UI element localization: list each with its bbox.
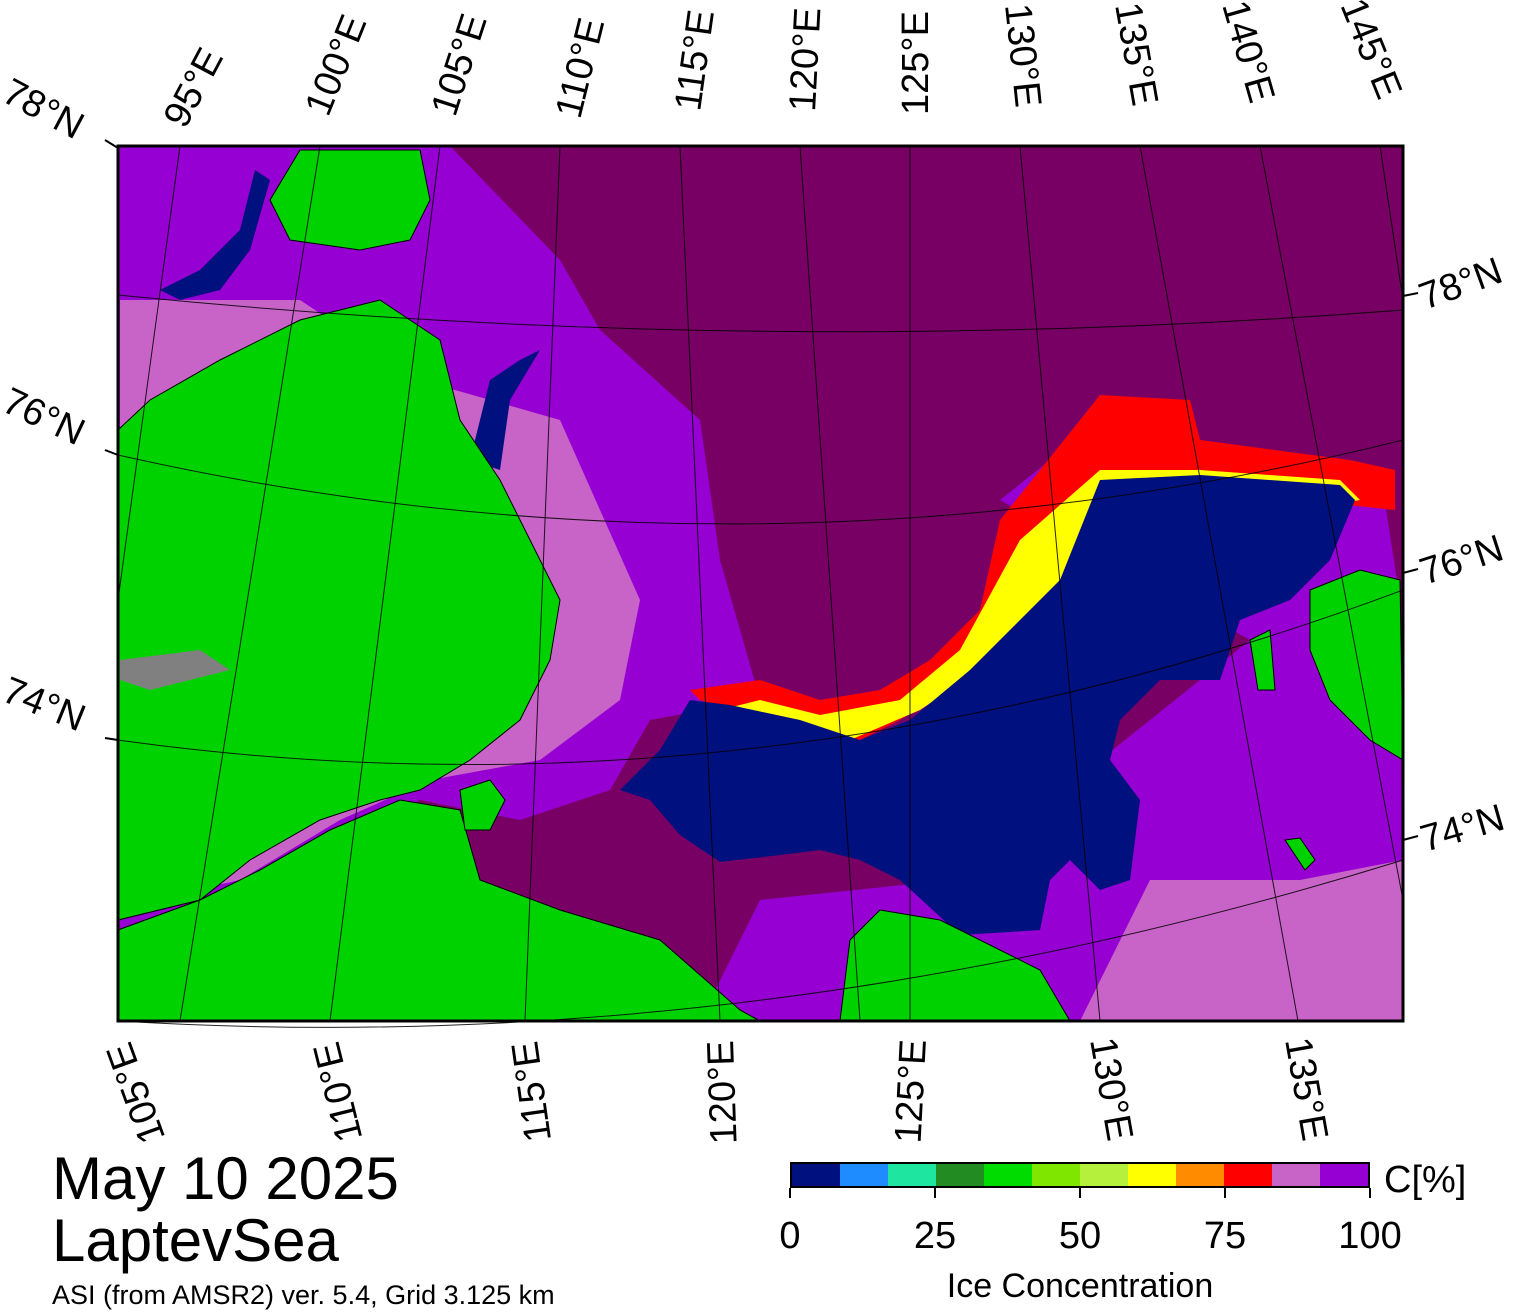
colorbar	[790, 1162, 1370, 1188]
colorbar-unit: C[%]	[1384, 1159, 1467, 1201]
bottom-longitude-labels: 105°E 110°E 115°E 120°E 125°E 130°E 135°…	[99, 1034, 1336, 1149]
open-water-strait	[470, 350, 540, 470]
bottom-lon-label: 105°E	[99, 1037, 174, 1149]
top-lon-label: 130°E	[996, 2, 1049, 110]
date-title: May 10 2025	[52, 1145, 399, 1212]
right-lat-label: 74°N	[1416, 797, 1509, 861]
colorbar-tick-label: 50	[1058, 1215, 1102, 1257]
colorbar-segment	[888, 1164, 936, 1186]
land-island-begichev	[459, 779, 506, 831]
bottom-lon-label: 110°E	[306, 1038, 371, 1146]
land-taymyr	[117, 299, 561, 921]
top-longitude-labels: 95°E 100°E 105°E 110°E 115°E 120°E 125°E…	[156, 0, 1410, 134]
left-lat-label: 78°N	[0, 71, 90, 148]
right-latitude-labels: 78°N 76°N 74°N	[1414, 250, 1509, 861]
land-severnaya-zemlya	[269, 149, 431, 251]
colorbar-segment	[984, 1164, 1032, 1186]
open-water-polynya	[620, 475, 1355, 935]
top-lon-label: 135°E	[1106, 0, 1165, 109]
colorbar-segment	[1224, 1164, 1272, 1186]
top-lon-label: 120°E	[782, 6, 829, 112]
marginal-ice-east2	[1080, 860, 1403, 1021]
colorbar-tick-label: 25	[913, 1215, 957, 1257]
sea-ice-map: 95°E 100°E 105°E 110°E 115°E 120°E 125°E…	[0, 0, 1509, 1149]
land-ice-mask	[120, 650, 230, 690]
colorbar-title: Ice Concentration	[946, 1267, 1214, 1305]
colorbar-tickmark	[1224, 1188, 1226, 1198]
open-water-west	[160, 170, 270, 300]
left-lat-label: 76°N	[0, 380, 91, 454]
top-lon-label: 145°E	[1332, 0, 1410, 105]
colorbar-segment	[792, 1164, 840, 1186]
frame-ticks	[104, 139, 1419, 841]
land-island-small	[1249, 629, 1276, 691]
colorbar-tickmark	[789, 1188, 791, 1198]
top-lon-label: 105°E	[424, 9, 496, 121]
colorbar-segment	[1032, 1164, 1080, 1186]
top-lon-label: 125°E	[895, 11, 937, 115]
top-lon-label: 95°E	[156, 41, 232, 134]
map-frame	[116, 144, 1405, 1023]
colorbar-tickmark	[1079, 1188, 1081, 1198]
land-new-siberian-islands	[1309, 569, 1404, 761]
colorbar-segment	[1272, 1164, 1320, 1186]
graticule	[117, 145, 1404, 1028]
bottom-lon-label: 130°E	[1081, 1034, 1140, 1144]
bottom-lon-label: 120°E	[700, 1040, 746, 1145]
colorbar-tick-label: 0	[779, 1215, 801, 1257]
top-lon-label: 140°E	[1213, 0, 1282, 107]
colorbar-tick-label: 100	[1338, 1215, 1402, 1257]
right-lat-label: 76°N	[1415, 527, 1509, 593]
left-latitude-labels: 78°N 76°N 74°N	[0, 71, 91, 740]
colorbar-tickmark	[1369, 1188, 1371, 1198]
colorbar-segment	[936, 1164, 984, 1186]
product-description: ASI (from AMSR2) ver. 5.4, Grid 3.125 km	[52, 1280, 555, 1310]
top-lon-label: 115°E	[667, 7, 723, 113]
bottom-lon-label: 125°E	[888, 1038, 935, 1144]
bottom-lon-label: 115°E	[504, 1039, 560, 1145]
left-lat-label: 74°N	[0, 669, 91, 740]
colorbar-segment	[1128, 1164, 1176, 1186]
region-title: LaptevSea	[52, 1207, 339, 1274]
top-lon-label: 110°E	[548, 14, 613, 122]
colorbar-segment	[1080, 1164, 1128, 1186]
colorbar-segment	[840, 1164, 888, 1186]
colorbar-tickmark	[934, 1188, 936, 1198]
colorbar-tick-label: 75	[1203, 1215, 1247, 1257]
land-island-east	[1284, 837, 1316, 871]
colorbar-segment	[1320, 1164, 1368, 1186]
colorbar-segment	[1176, 1164, 1224, 1186]
right-lat-label: 78°N	[1414, 250, 1508, 319]
bottom-lon-label: 135°E	[1276, 1034, 1335, 1144]
top-lon-label: 100°E	[297, 9, 375, 121]
